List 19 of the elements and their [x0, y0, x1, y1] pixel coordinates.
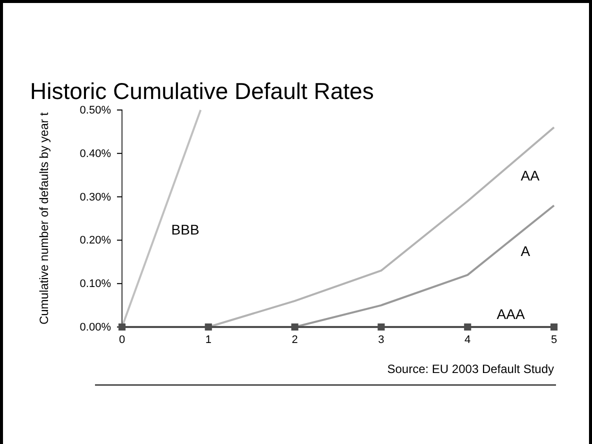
- series-label: BBB: [171, 222, 200, 238]
- y-axis-title: Cumulative number of defaults by year t: [37, 112, 51, 325]
- y-tick-label: 0.50%: [80, 104, 112, 117]
- y-tick-label: 0.30%: [80, 191, 112, 204]
- y-tick-label: 0.20%: [80, 234, 112, 247]
- x-tick-label: 3: [378, 334, 384, 346]
- y-tick-label: 0.40%: [80, 148, 112, 160]
- chart-title: Historic Cumulative Default Rates: [30, 78, 374, 104]
- x-tick-label: 1: [205, 334, 212, 346]
- x-tick-label: 2: [292, 334, 298, 346]
- x-tick-label: 5: [550, 334, 558, 346]
- y-tick-label: 0.00%: [80, 322, 112, 334]
- series-label: A: [520, 243, 531, 260]
- source-note: Source: EU 2003 Default Study: [387, 362, 554, 376]
- y-tick-label: 0.10%: [80, 278, 112, 290]
- x-tick-label: 0: [118, 334, 126, 346]
- series-label: AA: [520, 167, 540, 184]
- x-tick-label: 4: [464, 334, 471, 346]
- series-label: AAA: [496, 306, 526, 322]
